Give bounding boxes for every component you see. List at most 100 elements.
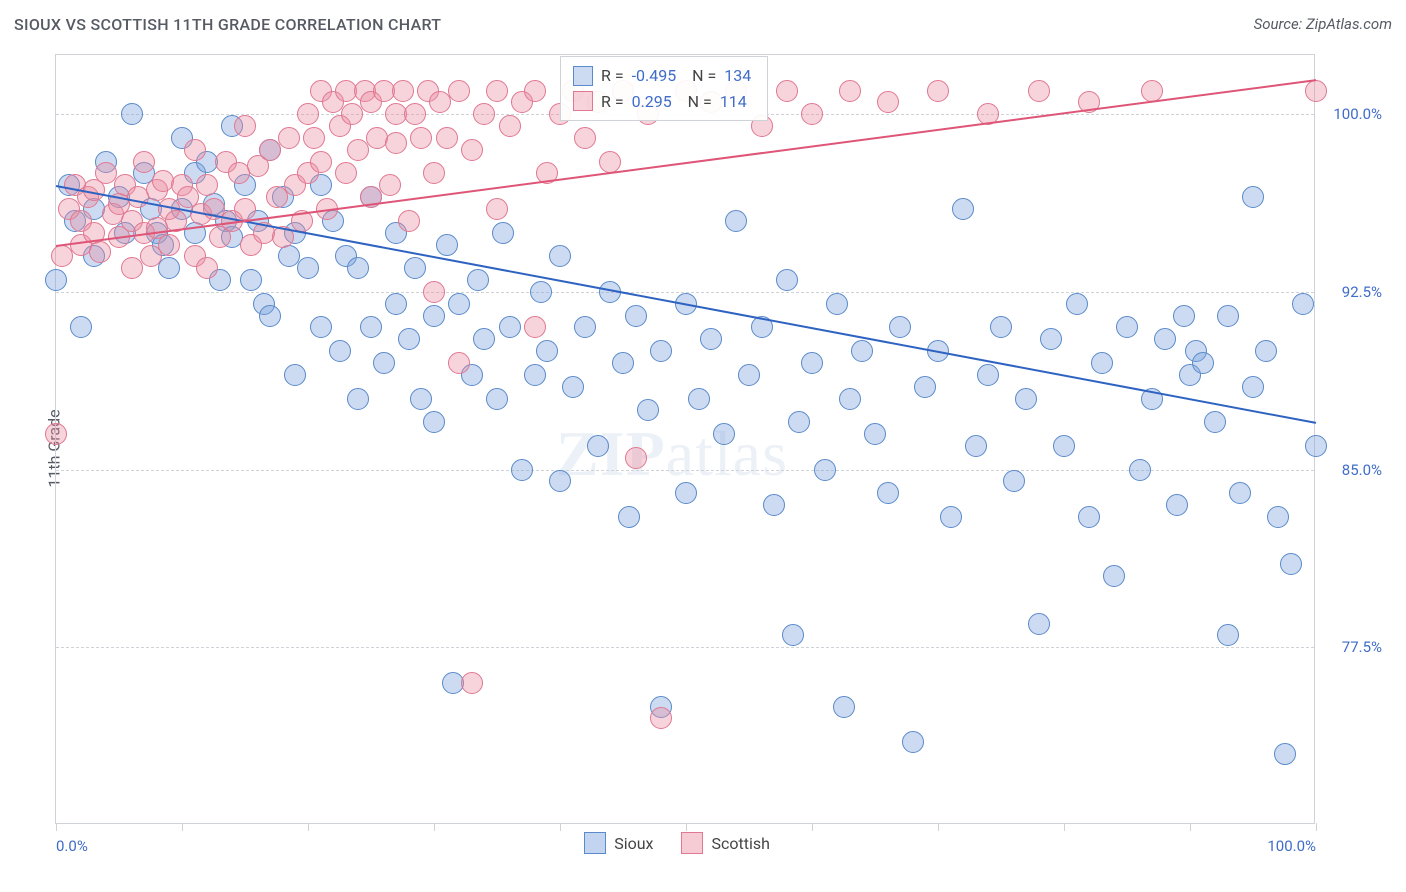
data-point bbox=[562, 376, 584, 398]
legend-row: R = -0.495 N = 134 bbox=[573, 63, 755, 89]
data-point bbox=[436, 234, 458, 256]
data-point bbox=[637, 399, 659, 421]
data-point bbox=[1173, 305, 1195, 327]
data-point bbox=[1305, 435, 1327, 457]
x-tick bbox=[1190, 823, 1191, 831]
gridline bbox=[56, 647, 1314, 648]
data-point bbox=[618, 506, 640, 528]
data-point bbox=[297, 103, 319, 125]
data-point bbox=[373, 352, 395, 374]
data-point bbox=[965, 435, 987, 457]
data-point bbox=[347, 139, 369, 161]
legend-item: Sioux bbox=[584, 832, 653, 854]
data-point bbox=[952, 198, 974, 220]
data-point bbox=[133, 151, 155, 173]
data-point bbox=[392, 80, 414, 102]
data-point bbox=[398, 210, 420, 232]
legend-swatch bbox=[573, 91, 593, 111]
x-tick bbox=[686, 823, 687, 831]
data-point bbox=[310, 316, 332, 338]
data-point bbox=[51, 245, 73, 267]
data-point bbox=[530, 281, 552, 303]
data-point bbox=[429, 91, 451, 113]
data-point bbox=[524, 80, 546, 102]
data-point bbox=[410, 388, 432, 410]
data-point bbox=[379, 174, 401, 196]
data-point bbox=[599, 151, 621, 173]
data-point bbox=[461, 672, 483, 694]
data-point bbox=[360, 316, 382, 338]
data-point bbox=[45, 423, 67, 445]
data-point bbox=[467, 269, 489, 291]
x-tick bbox=[56, 823, 57, 831]
data-point bbox=[902, 731, 924, 753]
data-point bbox=[436, 127, 458, 149]
data-point bbox=[196, 174, 218, 196]
data-point bbox=[549, 470, 571, 492]
x-tick bbox=[812, 823, 813, 831]
data-point bbox=[587, 435, 609, 457]
data-point bbox=[486, 388, 508, 410]
data-point bbox=[448, 352, 470, 374]
data-point bbox=[341, 103, 363, 125]
x-tick-label: 0.0% bbox=[56, 837, 88, 855]
legend-swatch bbox=[584, 832, 606, 854]
data-point bbox=[549, 245, 571, 267]
data-point bbox=[1166, 494, 1188, 516]
data-point bbox=[612, 352, 634, 374]
data-point bbox=[70, 316, 92, 338]
data-point bbox=[738, 364, 760, 386]
data-point bbox=[278, 127, 300, 149]
gridline bbox=[56, 470, 1314, 471]
data-point bbox=[423, 281, 445, 303]
data-point bbox=[574, 127, 596, 149]
data-point bbox=[927, 80, 949, 102]
data-point bbox=[725, 210, 747, 232]
data-point bbox=[650, 707, 672, 729]
data-point bbox=[889, 316, 911, 338]
data-point bbox=[1229, 482, 1251, 504]
data-point bbox=[1066, 293, 1088, 315]
data-point bbox=[864, 423, 886, 445]
data-point bbox=[1103, 565, 1125, 587]
data-point bbox=[158, 257, 180, 279]
series-legend: Sioux Scottish bbox=[584, 832, 770, 854]
y-tick-label: 100.0% bbox=[1322, 105, 1382, 123]
x-tick bbox=[938, 823, 939, 831]
data-point bbox=[347, 388, 369, 410]
data-point bbox=[877, 482, 899, 504]
data-point bbox=[826, 293, 848, 315]
data-point bbox=[511, 459, 533, 481]
data-point bbox=[688, 388, 710, 410]
data-point bbox=[1255, 340, 1277, 362]
plot-area: ZIPatlas 77.5%85.0%92.5%100.0%0.0%100.0%… bbox=[55, 54, 1315, 824]
data-point bbox=[763, 494, 785, 516]
data-point bbox=[1028, 80, 1050, 102]
data-point bbox=[814, 459, 836, 481]
data-point bbox=[461, 139, 483, 161]
data-point bbox=[303, 127, 325, 149]
data-point bbox=[877, 91, 899, 113]
data-point bbox=[782, 624, 804, 646]
data-point bbox=[473, 328, 495, 350]
data-point bbox=[1078, 506, 1100, 528]
legend-label: Scottish bbox=[711, 834, 769, 853]
data-point bbox=[335, 162, 357, 184]
data-point bbox=[839, 388, 861, 410]
data-point bbox=[1204, 411, 1226, 433]
data-point bbox=[1192, 352, 1214, 374]
data-point bbox=[410, 127, 432, 149]
data-point bbox=[1217, 305, 1239, 327]
legend-swatch bbox=[573, 66, 593, 86]
data-point bbox=[121, 103, 143, 125]
data-point bbox=[45, 269, 67, 291]
data-point bbox=[140, 245, 162, 267]
data-point bbox=[524, 316, 546, 338]
data-point bbox=[486, 198, 508, 220]
data-point bbox=[650, 340, 672, 362]
data-point bbox=[851, 340, 873, 362]
data-point bbox=[404, 257, 426, 279]
x-tick-label: 100.0% bbox=[1267, 837, 1316, 855]
data-point bbox=[234, 115, 256, 137]
data-point bbox=[1274, 743, 1296, 765]
